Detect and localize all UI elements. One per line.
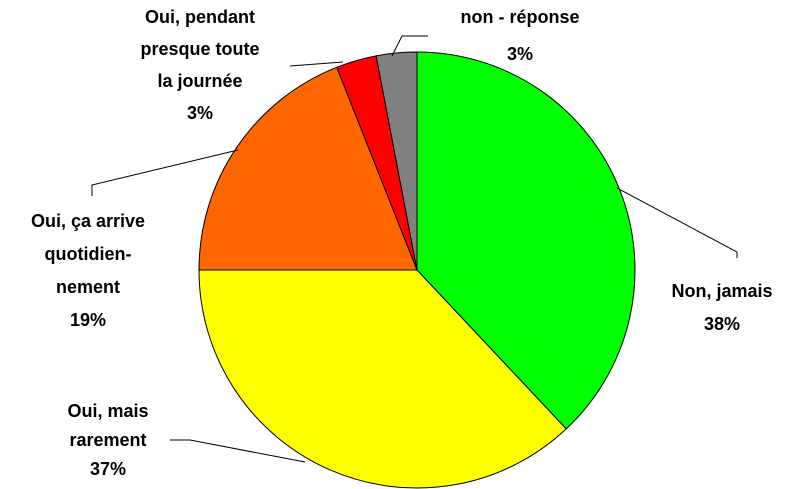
leader-line [170, 439, 306, 463]
slice-label: non - réponse [460, 7, 579, 27]
label-line: presque toute [140, 39, 259, 59]
label-line: la journée [157, 71, 242, 91]
label-line: Non, jamais [671, 281, 772, 301]
leader-line [616, 187, 738, 258]
value-label: 3% [187, 103, 213, 123]
leader-line [289, 61, 344, 67]
label-line: Oui, mais [67, 401, 148, 421]
slice-label: Oui, pendant presque toute la journée [140, 7, 259, 91]
pie-slice [198, 66, 418, 271]
value-label: 37% [90, 459, 126, 479]
label-line: Oui, pendant [145, 7, 255, 27]
slice-label: Oui, ça arrive quotidien-nement [31, 211, 145, 297]
label-line: non - réponse [460, 7, 579, 27]
pie-slice [198, 269, 567, 489]
value-label: 38% [704, 314, 740, 334]
label-line: rarement [69, 430, 146, 450]
slice-label: Oui, mais rarement [67, 401, 148, 450]
value-label: 3% [507, 44, 533, 64]
leader-line [391, 35, 428, 57]
slice-label: Non, jamais [671, 281, 772, 301]
label-line: Oui, ça arrive [31, 211, 145, 231]
value-label: 19% [70, 310, 106, 330]
label-line: nement [56, 277, 120, 297]
leader-line [91, 149, 239, 196]
pie-slice [375, 51, 418, 271]
label-line: quotidien- [45, 244, 132, 264]
